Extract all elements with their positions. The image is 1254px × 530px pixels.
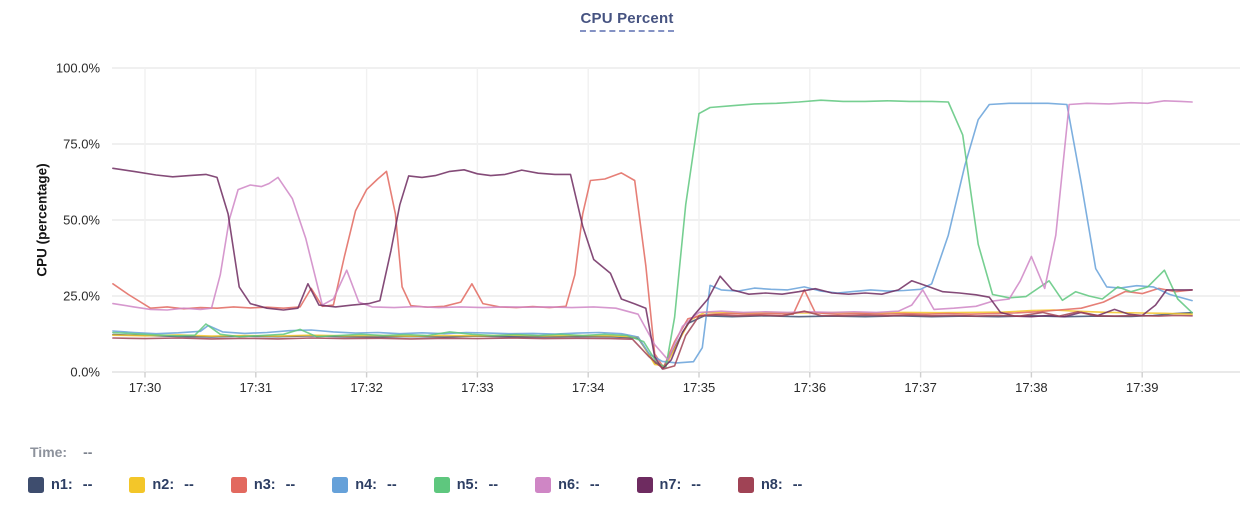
x-tick-label: 17:30: [129, 380, 162, 395]
legend-item-n7[interactable]: n7: --: [636, 477, 701, 493]
y-tick-label: 75.0%: [63, 137, 100, 152]
legend-value: --: [82, 477, 93, 493]
series-line-n8[interactable]: [112, 310, 1193, 370]
legend-item-n2[interactable]: n2: --: [129, 477, 194, 493]
legend-label: n2:: [152, 477, 175, 493]
x-tick-label: 17:33: [461, 380, 494, 395]
legend-item-n4[interactable]: n4: --: [332, 477, 397, 493]
legend-label: n4:: [355, 477, 378, 493]
legend-item-n5[interactable]: n5: --: [433, 477, 499, 493]
legend-swatch-n6: [535, 477, 552, 493]
legend-label: n8:: [760, 477, 783, 493]
legend-value: --: [589, 477, 600, 493]
x-tick-label: 17:37: [904, 380, 937, 395]
y-tick-label: 25.0%: [63, 289, 100, 304]
cpu-line-chart[interactable]: 100.0% 75.0% 50.0% 25.0% 0.0% 17:30 17:31 17:32…: [0, 0, 1254, 420]
legend-label: n6:: [558, 477, 580, 493]
x-tick-label: 17:39: [1126, 380, 1159, 395]
x-tick-label: 17:31: [240, 380, 273, 395]
legend-swatch-n1: [28, 477, 44, 493]
chart-title-wrap: CPU Percent: [0, 10, 1254, 32]
chart-title[interactable]: CPU Percent: [580, 10, 674, 32]
legend-value: --: [488, 477, 499, 493]
legend-value: --: [285, 477, 296, 493]
x-tick-label: 17:38: [1015, 380, 1048, 395]
y-tick-label: 100.0%: [56, 61, 101, 76]
legend-swatch-n8: [737, 477, 754, 493]
x-tick-label: 17:36: [794, 380, 827, 395]
legend-label: n3:: [253, 477, 276, 493]
series-line-n3[interactable]: [112, 170, 1193, 369]
y-tick-label: 0.0%: [70, 365, 100, 380]
legend-item-n1[interactable]: n1: --: [28, 477, 92, 493]
legend-value: --: [387, 477, 397, 493]
y-tick-label: 50.0%: [63, 213, 100, 228]
series-line-n5[interactable]: [112, 99, 1193, 369]
legend-value: --: [184, 477, 194, 493]
x-tick-label: 17:32: [350, 380, 383, 395]
series-line-n2[interactable]: [112, 309, 1193, 367]
legend-item-n6[interactable]: n6: --: [535, 477, 600, 493]
hover-time-readout: Time: --: [30, 444, 92, 460]
legend-swatch-n5: [433, 477, 450, 493]
legend-item-n3[interactable]: n3: --: [230, 477, 296, 493]
legend-label: n5:: [456, 477, 479, 493]
legend-label: n7:: [659, 477, 682, 493]
legend-swatch-n3: [230, 477, 247, 493]
legend: n1: -- n2: -- n3: -- n4: -- n5: -- n6: -- n7: -- n8: --: [28, 477, 802, 493]
x-tick-label: 17:35: [683, 380, 716, 395]
time-label: Time:: [30, 444, 68, 460]
time-value: --: [83, 444, 93, 460]
series-line-n6[interactable]: [112, 100, 1193, 361]
legend-swatch-n4: [332, 477, 349, 493]
x-tick-label: 17:34: [572, 380, 605, 395]
series-line-n7[interactable]: [112, 167, 1193, 370]
legend-swatch-n2: [129, 477, 146, 493]
legend-label: n1:: [51, 477, 73, 493]
legend-value: --: [691, 477, 701, 493]
series-line-n4[interactable]: [112, 102, 1193, 364]
legend-value: --: [792, 477, 803, 493]
legend-swatch-n7: [636, 477, 653, 493]
legend-item-n8[interactable]: n8: --: [737, 477, 803, 493]
